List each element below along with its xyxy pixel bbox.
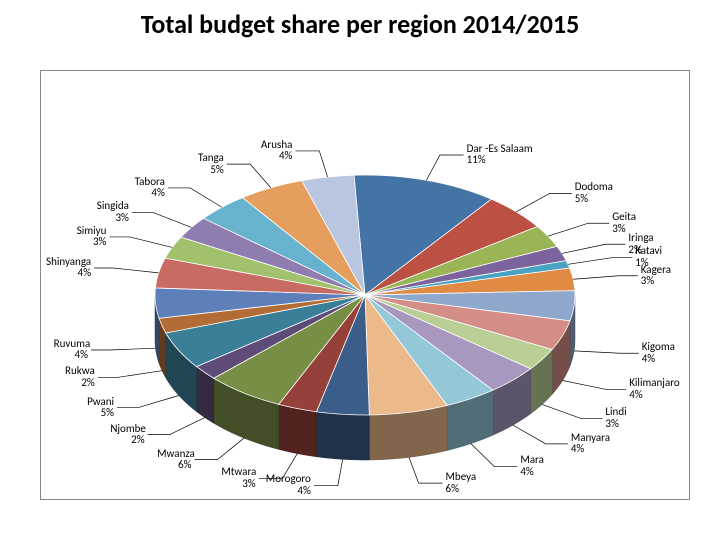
leader-line xyxy=(314,459,343,485)
leader-line xyxy=(568,258,632,265)
leader-line xyxy=(563,381,627,390)
leader-line xyxy=(409,457,443,483)
leader-line xyxy=(259,454,298,479)
leader-line xyxy=(295,151,327,177)
pie-chart xyxy=(0,0,720,540)
leader-line xyxy=(426,155,463,180)
leader-line xyxy=(573,276,638,279)
leader-line xyxy=(227,164,271,188)
leader-line xyxy=(194,438,244,460)
leader-line xyxy=(516,193,571,211)
leader-line xyxy=(562,244,625,253)
leader-line xyxy=(574,351,639,353)
leader-line xyxy=(94,268,159,273)
leader-line xyxy=(148,418,205,435)
leader-line xyxy=(117,395,179,407)
leader-line xyxy=(548,223,609,236)
leader-line xyxy=(513,425,568,444)
leader-line xyxy=(91,348,156,350)
leader-line xyxy=(132,213,192,228)
chart-stage: Total budget share per region 2014/2015 … xyxy=(0,0,720,540)
leader-line xyxy=(168,188,222,207)
leader-line xyxy=(98,371,162,378)
leader-line xyxy=(109,237,172,247)
leader-line xyxy=(471,444,517,467)
leader-line xyxy=(542,404,602,418)
